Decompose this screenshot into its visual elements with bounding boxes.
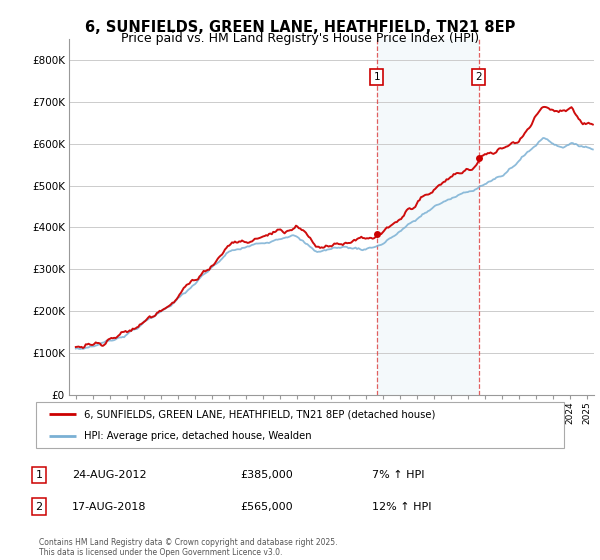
Text: 1: 1	[373, 72, 380, 82]
Text: 12% ↑ HPI: 12% ↑ HPI	[372, 502, 431, 512]
Text: £385,000: £385,000	[240, 470, 293, 480]
Text: 6, SUNFIELDS, GREEN LANE, HEATHFIELD, TN21 8EP (detached house): 6, SUNFIELDS, GREEN LANE, HEATHFIELD, TN…	[83, 409, 435, 419]
Text: £565,000: £565,000	[240, 502, 293, 512]
Text: Price paid vs. HM Land Registry's House Price Index (HPI): Price paid vs. HM Land Registry's House …	[121, 32, 479, 45]
Text: Contains HM Land Registry data © Crown copyright and database right 2025.
This d: Contains HM Land Registry data © Crown c…	[39, 538, 337, 557]
Text: 1: 1	[35, 470, 43, 480]
Text: 7% ↑ HPI: 7% ↑ HPI	[372, 470, 425, 480]
FancyBboxPatch shape	[36, 402, 564, 448]
Text: HPI: Average price, detached house, Wealden: HPI: Average price, detached house, Weal…	[83, 431, 311, 441]
Text: 6, SUNFIELDS, GREEN LANE, HEATHFIELD, TN21 8EP: 6, SUNFIELDS, GREEN LANE, HEATHFIELD, TN…	[85, 20, 515, 35]
Bar	[377, 39, 479, 395]
Text: 17-AUG-2018: 17-AUG-2018	[72, 502, 146, 512]
Text: 2: 2	[475, 72, 482, 82]
Text: 24-AUG-2012: 24-AUG-2012	[72, 470, 146, 480]
Text: 2: 2	[35, 502, 43, 512]
